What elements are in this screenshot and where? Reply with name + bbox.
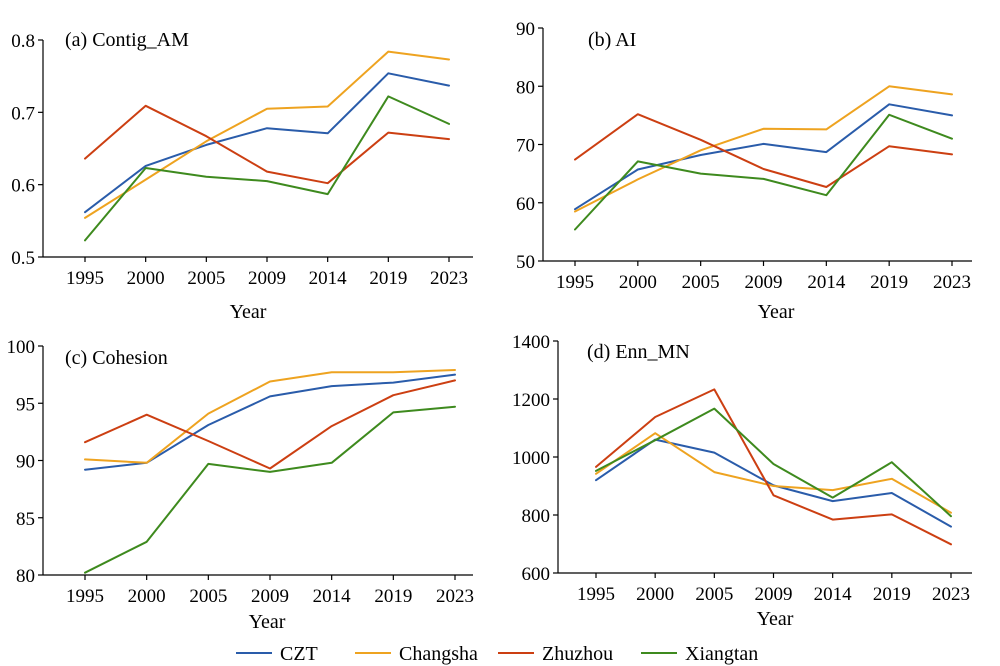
x-tick-label: 2014 <box>814 584 853 605</box>
series-line-czt <box>84 373 456 471</box>
legend-label: Xiangtan <box>685 643 758 665</box>
series-line-zhuzhou <box>595 388 952 546</box>
x-tick-label: 2000 <box>128 586 166 607</box>
series-line-changsha <box>595 432 952 514</box>
x-tick-label: 1995 <box>577 584 615 605</box>
x-tick-label: 2019 <box>369 268 407 289</box>
x-tick-label: 2023 <box>436 586 474 607</box>
x-tick-label: 2014 <box>309 268 348 289</box>
legend-item-xiangtan: Xiangtan <box>641 643 758 665</box>
x-tick-label: 2019 <box>374 586 412 607</box>
series-line-xiangtan <box>595 407 952 518</box>
y-tick-label: 70 <box>516 136 535 157</box>
x-tick-label: 2009 <box>745 272 783 293</box>
panels: 0.5 0.6 0.7 0.8 1995 2000 2005 2009 2014 2019 2023… <box>7 19 972 633</box>
y-tick-label: 85 <box>16 509 35 530</box>
legend-item-zhuzhou: Zhuzhou <box>498 643 613 665</box>
x-axis-title: Year <box>758 301 795 323</box>
x-axis-title: Year <box>230 301 267 323</box>
series-line-zhuzhou <box>574 113 953 188</box>
y-tick-label: 50 <box>516 252 535 273</box>
y-tick-label: 1000 <box>512 448 550 469</box>
legend: CZT Changsha Zhuzhou Xiangtan <box>236 643 758 665</box>
x-tick-label: 1995 <box>66 586 104 607</box>
y-tick-label: 95 <box>16 394 35 415</box>
x-tick-label: 2023 <box>933 272 971 293</box>
x-tick-label: 2005 <box>682 272 720 293</box>
y-tick-label: 90 <box>16 452 35 473</box>
series-line-czt <box>84 72 450 214</box>
series-line-xiangtan <box>84 405 456 574</box>
x-tick-label: 2014 <box>313 586 352 607</box>
x-tick-label: 2000 <box>619 272 657 293</box>
series-line-zhuzhou <box>84 104 450 185</box>
y-tick-label: 800 <box>522 506 551 527</box>
series-line-xiangtan <box>84 95 450 242</box>
x-axis-title: Year <box>757 608 794 630</box>
x-tick-label: 2009 <box>248 268 286 289</box>
x-tick-label: 2009 <box>755 584 793 605</box>
y-tick-label: 0.5 <box>11 248 35 269</box>
chart-panel-3: 80 85 90 95 100 1995 2000 2005 2009 2014 2019 2023 Y… <box>7 337 475 633</box>
x-tick-label: 2014 <box>807 272 846 293</box>
legend-label: CZT <box>280 643 318 665</box>
x-tick-label: 2005 <box>695 584 733 605</box>
x-tick-label: 2000 <box>127 268 165 289</box>
legend-label: Changsha <box>399 643 478 665</box>
y-tick-label: 100 <box>7 337 36 358</box>
series-line-czt <box>574 103 953 211</box>
panel-title: (b) AI <box>588 29 636 51</box>
x-tick-label: 2009 <box>251 586 289 607</box>
x-tick-label: 2023 <box>430 268 468 289</box>
legend-label: Zhuzhou <box>542 643 613 665</box>
y-tick-label: 0.6 <box>11 176 35 197</box>
chart-panel-1: 0.5 0.6 0.7 0.8 1995 2000 2005 2009 2014 2019 2023… <box>11 29 473 323</box>
y-tick-label: 1400 <box>512 332 550 353</box>
y-tick-label: 80 <box>516 77 535 98</box>
series-line-changsha <box>574 85 953 213</box>
y-tick-label: 1200 <box>512 390 550 411</box>
x-tick-label: 2005 <box>189 586 227 607</box>
panel-title: (a) Contig_AM <box>65 29 189 51</box>
series-line-changsha <box>84 50 450 219</box>
panel-title: (d) Enn_MN <box>587 341 690 363</box>
x-tick-label: 1995 <box>556 272 594 293</box>
y-tick-label: 60 <box>516 194 535 215</box>
y-tick-label: 600 <box>522 564 551 585</box>
series-line-xiangtan <box>574 113 953 231</box>
y-tick-label: 0.8 <box>11 31 35 52</box>
legend-item-changsha: Changsha <box>355 643 478 665</box>
panel-title: (c) Cohesion <box>65 347 168 369</box>
chart-panel-4: 600 800 1000 1200 1400 1995 2000 2005 2009 2014 20… <box>512 332 972 630</box>
series-line-zhuzhou <box>84 379 456 470</box>
x-tick-label: 2023 <box>932 584 970 605</box>
y-tick-label: 0.7 <box>11 103 35 124</box>
series-line-changsha <box>84 369 456 464</box>
x-tick-label: 1995 <box>66 268 104 289</box>
x-tick-label: 2005 <box>187 268 225 289</box>
y-tick-label: 80 <box>16 566 35 587</box>
x-tick-label: 2000 <box>636 584 674 605</box>
y-tick-label: 90 <box>516 19 535 40</box>
legend-item-czt: CZT <box>236 643 318 665</box>
chart-panel-2: 50 60 70 80 90 1995 2000 2005 2009 2014 2019 2023 Ye… <box>516 19 972 323</box>
x-tick-label: 2019 <box>870 272 908 293</box>
x-tick-label: 2019 <box>873 584 911 605</box>
x-axis-title: Year <box>249 611 286 633</box>
